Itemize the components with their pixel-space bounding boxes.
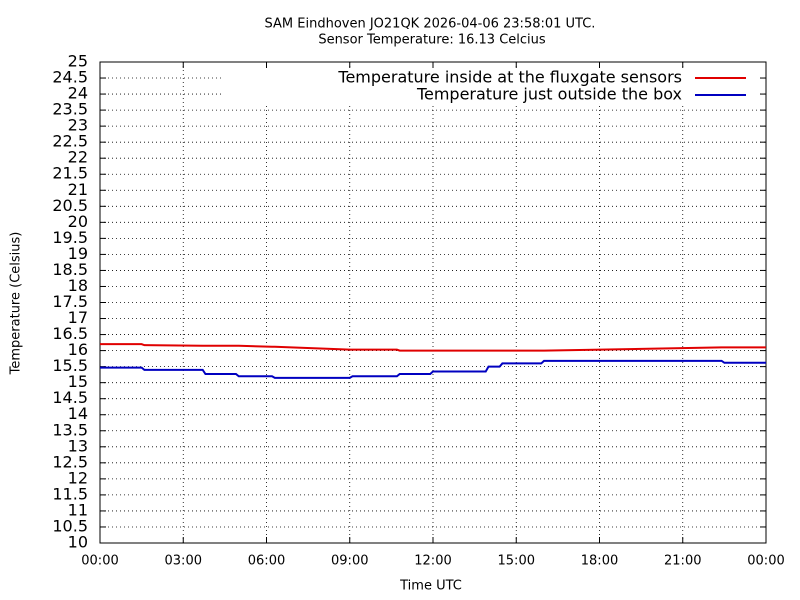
y-tick-label: 13.5 [52, 420, 88, 439]
chart-title: SAM Eindhoven JO21QK 2026-04-06 23:58:01… [265, 17, 596, 32]
y-tick-label: 17.5 [52, 292, 88, 311]
y-tick-label: 14.5 [52, 388, 88, 407]
y-tick-label: 22 [68, 148, 88, 167]
plot-border [99, 61, 767, 544]
y-tick-label: 20.5 [52, 196, 88, 215]
y-tick-label: 19.5 [52, 228, 88, 247]
x-tick-label: 15:00 [498, 554, 535, 569]
x-tick-label: 06:00 [248, 554, 285, 569]
y-tick-label: 12.5 [52, 452, 88, 471]
chart-subtitle: Sensor Temperature: 16.13 Celcius [318, 33, 546, 48]
x-axis-label: Time UTC [399, 579, 462, 594]
y-tick-label: 11 [68, 500, 88, 519]
y-axis-label: Temperature (Celsius) [9, 232, 24, 376]
legend-box [222, 68, 760, 104]
y-tick-label: 24 [68, 84, 88, 103]
y-tick-label: 13 [68, 436, 88, 455]
y-tick-label: 14 [68, 404, 88, 423]
y-tick-label: 21.5 [52, 164, 88, 183]
y-tick-label: 16 [68, 340, 88, 359]
x-tick-label: 03:00 [165, 554, 202, 569]
y-tick-label: 20 [68, 212, 88, 231]
legend-label: Temperature just outside the box [416, 85, 682, 104]
y-tick-label: 15 [68, 372, 88, 391]
y-tick-label: 25 [68, 52, 88, 71]
y-tick-label: 23.5 [52, 100, 88, 119]
y-tick-label: 11.5 [52, 484, 88, 503]
y-tick-label: 18 [68, 276, 88, 295]
x-tick-label: 00:00 [81, 554, 118, 569]
x-tick-label: 12:00 [414, 554, 451, 569]
y-tick-label: 17 [68, 308, 88, 327]
y-tick-label: 15.5 [52, 356, 88, 375]
legend-label: Temperature inside at the fluxgate senso… [337, 68, 682, 87]
y-tick-label: 23 [68, 116, 88, 135]
y-tick-label: 10.5 [52, 516, 88, 535]
y-tick-label: 18.5 [52, 260, 88, 279]
y-tick-label: 22.5 [52, 132, 88, 151]
y-tick-label: 24.5 [52, 68, 88, 87]
series-line [100, 343, 766, 352]
y-tick-label: 16.5 [52, 324, 88, 343]
y-tick-label: 19 [68, 244, 88, 263]
x-tick-label: 21:00 [664, 554, 701, 569]
y-tick-label: 21 [68, 180, 88, 199]
x-tick-label: 09:00 [331, 554, 368, 569]
y-tick-label: 10 [68, 533, 88, 552]
y-tick-label: 12 [68, 468, 88, 487]
x-tick-label: 18:00 [581, 554, 618, 569]
x-tick-label: 00:00 [747, 554, 784, 569]
series-line [100, 359, 766, 379]
